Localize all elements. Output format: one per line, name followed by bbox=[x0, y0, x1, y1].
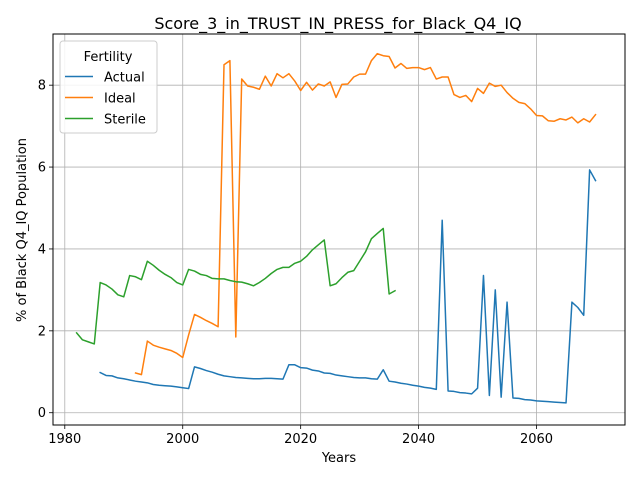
x-tick-label: 2040 bbox=[402, 432, 435, 447]
series-line-ideal bbox=[134, 52, 597, 376]
x-tick-label: 1980 bbox=[48, 432, 81, 447]
legend-label-sterile: Sterile bbox=[104, 113, 146, 128]
y-tick-label: 4 bbox=[38, 242, 46, 257]
legend-label-ideal: Ideal bbox=[104, 92, 136, 107]
axis-ticks: 1980 2000 2020 2040 2060 0 2 4 6 8 bbox=[38, 79, 553, 447]
chart-title: Score_3_in_TRUST_IN_PRESS_for_Black_Q4_I… bbox=[154, 14, 521, 34]
legend-title: Fertility bbox=[84, 50, 133, 65]
grid bbox=[53, 34, 625, 425]
x-tick-label: 2000 bbox=[166, 432, 199, 447]
y-tick-label: 0 bbox=[38, 406, 46, 421]
legend-items: Actual Ideal Sterile bbox=[65, 71, 146, 128]
legend-label-actual: Actual bbox=[104, 71, 145, 86]
legend: Fertility Actual Ideal Sterile bbox=[59, 40, 158, 134]
series-line-actual bbox=[99, 169, 597, 404]
y-tick-label: 6 bbox=[38, 161, 46, 176]
plot-frame bbox=[52, 33, 626, 426]
legend-box bbox=[59, 40, 158, 134]
y-axis-label: % of Black Q4_IQ Population bbox=[15, 138, 30, 322]
series-lines bbox=[75, 52, 597, 404]
y-tick-label: 2 bbox=[38, 324, 46, 339]
series-line-sterile bbox=[75, 227, 397, 345]
y-tick-label: 8 bbox=[38, 79, 46, 94]
x-axis-label: Years bbox=[321, 451, 357, 466]
x-tick-label: 2060 bbox=[520, 432, 553, 447]
x-tick-label: 2020 bbox=[284, 432, 317, 447]
